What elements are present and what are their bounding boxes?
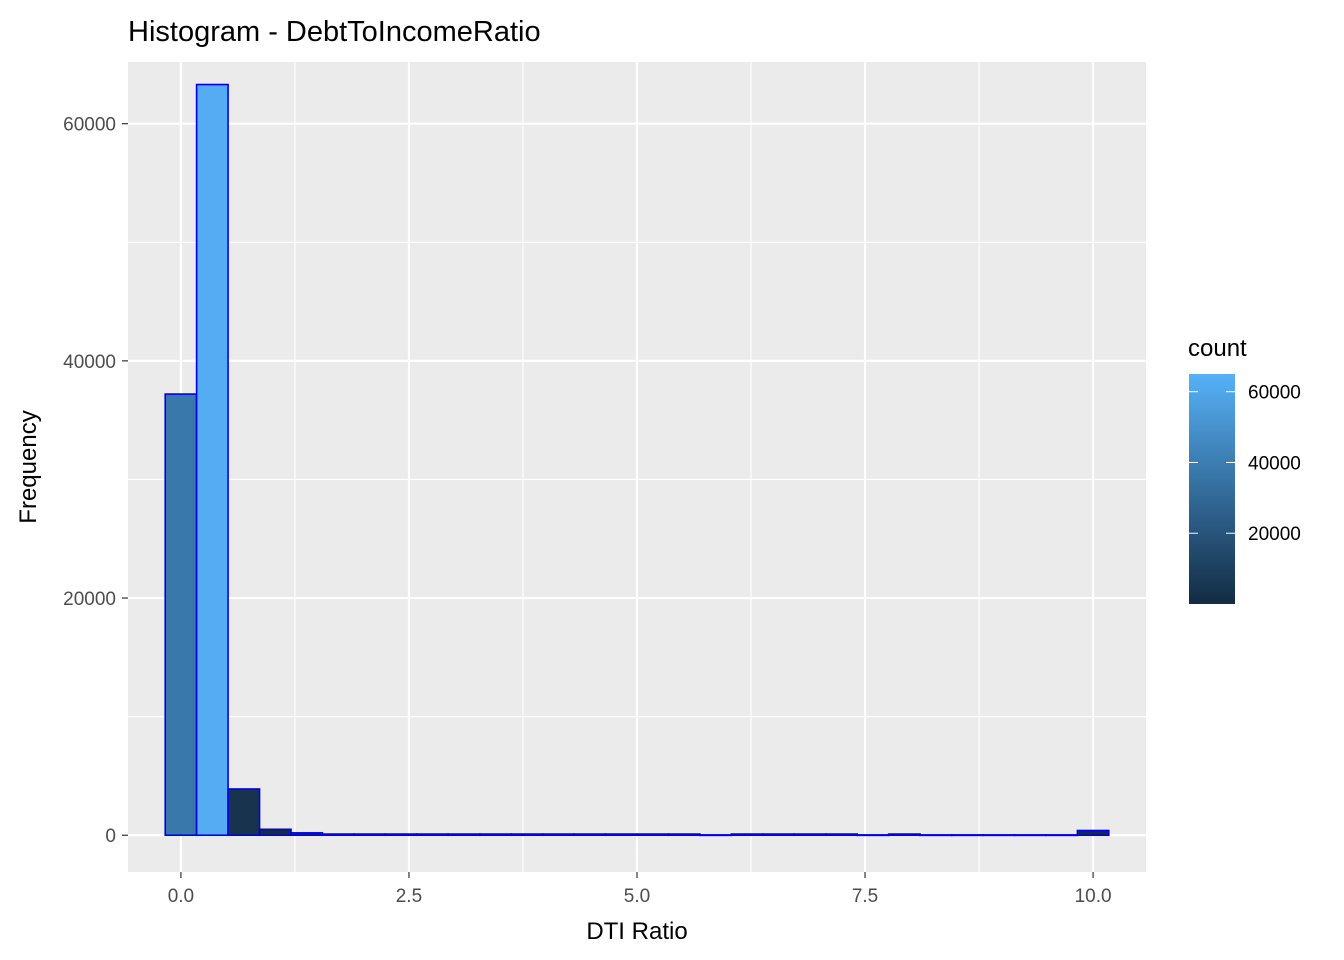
histogram-bar: [415, 833, 450, 837]
histogram-bar: [195, 83, 229, 837]
y-axis: 0 20000 40000 60000: [63, 115, 128, 847]
legend-label: 20000: [1248, 524, 1301, 545]
histogram-bars: [164, 83, 1110, 837]
x-tick-label: 10.0: [1075, 886, 1112, 907]
x-axis: 0.0 2.5 5.0 7.5 10.0: [168, 872, 1112, 907]
x-tick-label: 7.5: [852, 886, 878, 907]
histogram-bar: [636, 833, 670, 837]
histogram-bar: [541, 833, 575, 837]
legend-label: 40000: [1248, 453, 1301, 474]
x-axis-title: DTI Ratio: [586, 918, 687, 945]
x-tick-label: 2.5: [396, 886, 422, 907]
histogram-bar: [384, 833, 418, 837]
histogram-bar: [510, 833, 544, 837]
histogram-bar: [227, 788, 261, 837]
count-legend: count 20000 40000 60000: [1188, 335, 1301, 604]
histogram-bar: [730, 833, 764, 837]
histogram-bar: [164, 393, 198, 837]
histogram-bar: [950, 834, 984, 837]
x-tick-label: 5.0: [624, 886, 650, 907]
histogram-bar: [761, 833, 796, 837]
histogram-bar: [667, 833, 701, 837]
chart-title: Histogram - DebtToIncomeRatio: [128, 16, 541, 48]
histogram-bar: [604, 833, 638, 837]
legend-title: count: [1188, 335, 1247, 362]
histogram-bar: [824, 833, 859, 837]
histogram-bar: [887, 833, 921, 837]
y-axis-title: Frequency: [15, 410, 42, 523]
histogram-bar: [353, 833, 387, 837]
histogram-bar: [856, 834, 890, 837]
legend-label: 60000: [1248, 383, 1301, 404]
histogram-bar: [919, 834, 953, 837]
histogram-bar: [1045, 834, 1079, 837]
y-tick-label: 0: [105, 826, 116, 847]
histogram-bar: [321, 833, 355, 837]
histogram-bar: [258, 828, 292, 837]
histogram-bar: [478, 833, 513, 837]
histogram-bar: [982, 834, 1016, 837]
histogram-bar: [1013, 834, 1047, 837]
legend-ticks: 20000 40000 60000: [1189, 383, 1301, 545]
histogram-bar: [290, 832, 324, 837]
y-tick-label: 60000: [63, 115, 116, 136]
histogram-bar: [699, 834, 733, 837]
y-tick-label: 20000: [63, 589, 116, 610]
histogram-bar: [1076, 829, 1110, 837]
y-tick-label: 40000: [63, 352, 116, 373]
major-gridlines: [128, 62, 1146, 872]
legend-colorbar: [1189, 374, 1235, 604]
histogram-bar: [793, 833, 827, 837]
x-tick-label: 0.0: [168, 886, 194, 907]
histogram-bar: [573, 833, 607, 837]
histogram-bar: [447, 833, 481, 837]
